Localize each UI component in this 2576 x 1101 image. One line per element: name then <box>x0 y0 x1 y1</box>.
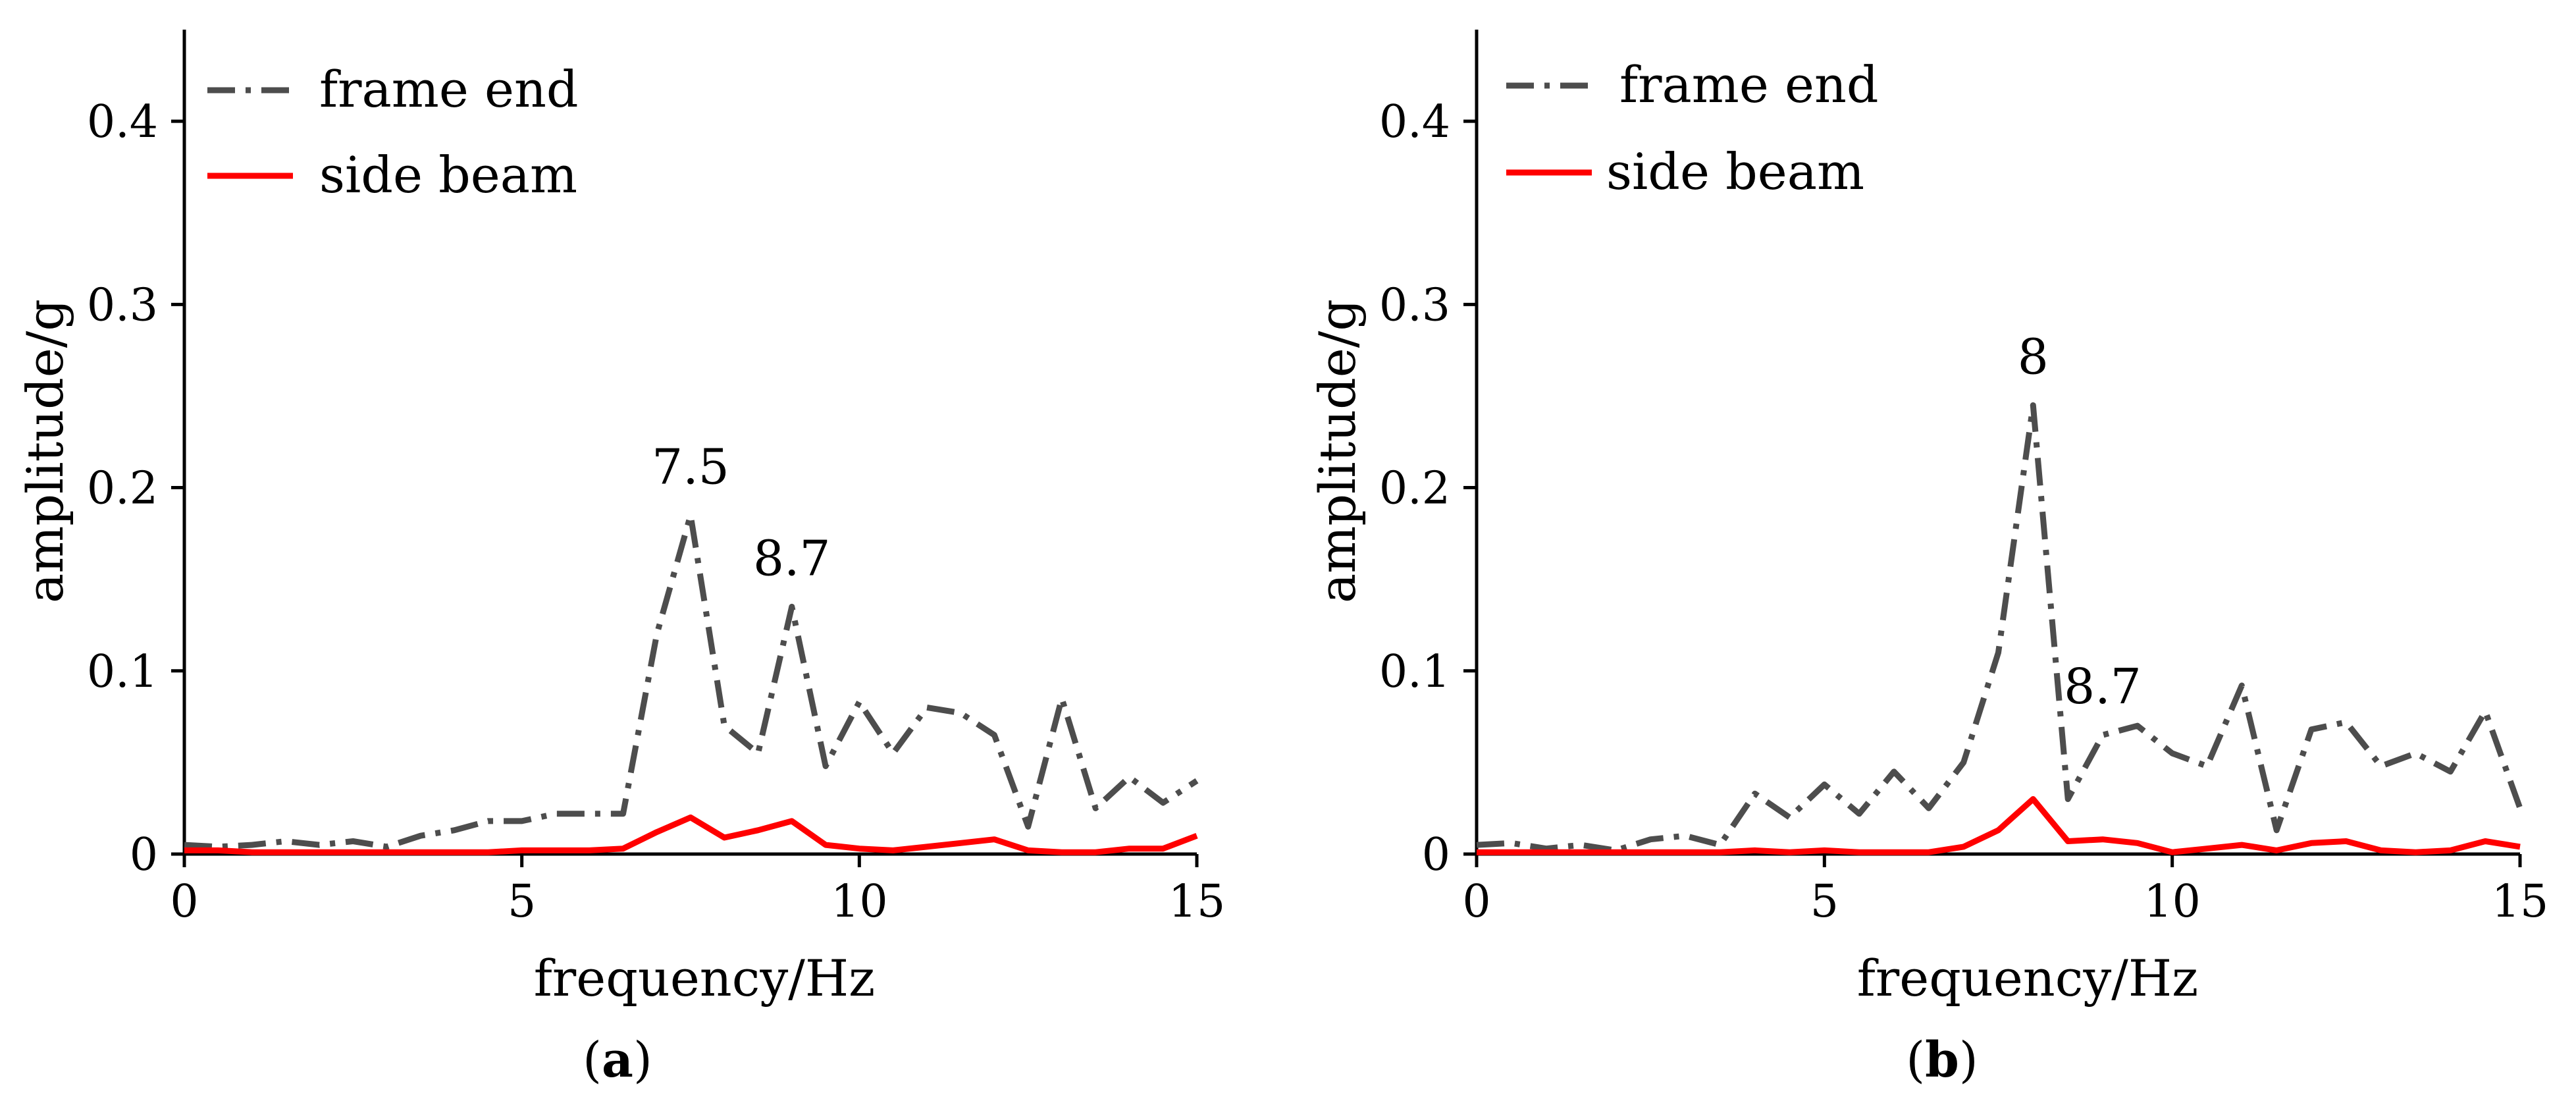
series-line-frame-end <box>184 512 1199 850</box>
y-tick-label: 0.4 <box>1379 96 1450 148</box>
y-tick-label: 0.4 <box>87 96 158 148</box>
x-axis-title: frequency/Hz <box>534 949 875 1007</box>
series-line-frame-end <box>1476 402 2523 853</box>
x-tick-label: 5 <box>1810 876 1839 928</box>
x-tick-label: 0 <box>170 876 198 928</box>
series-group <box>1476 402 2523 855</box>
x-tick-label: 10 <box>831 876 888 928</box>
panel-caption-letter: b <box>1925 1032 1959 1088</box>
legend-label-frame-end: frame end <box>319 60 579 119</box>
peak-annotation: 7.5 <box>652 439 729 495</box>
y-axis-title: amplitude/g <box>1308 299 1367 603</box>
x-axis-title: frequency/Hz <box>1857 949 2198 1007</box>
panel-caption-letter: a <box>602 1032 633 1088</box>
x-tick-label: 10 <box>2143 876 2201 928</box>
y-tick-label: 0 <box>130 829 158 881</box>
panel-caption: (b) <box>1906 1032 1978 1088</box>
tick-group <box>171 119 1199 867</box>
series-line-side-beam <box>1477 796 2521 855</box>
tick-label-group: 0 5 10 15 0 0.1 0.2 0.3 0.4 <box>1379 96 2548 928</box>
y-tick-label: 0.2 <box>87 463 158 515</box>
legend-label-side-beam: side beam <box>1606 142 1864 201</box>
panel-caption: (a) <box>583 1032 652 1088</box>
y-tick-label: 0.1 <box>87 646 158 698</box>
peak-annotation: 8.7 <box>753 530 831 587</box>
annotation-group: 7.5 8.7 <box>652 439 830 587</box>
x-tick-label: 0 <box>1462 876 1490 928</box>
annotation-group: 88.7 <box>2018 329 2142 715</box>
peak-annotation: 8.7 <box>2064 658 2142 715</box>
legend: frame end side beam <box>207 60 579 204</box>
y-tick-label: 0.2 <box>1379 463 1450 515</box>
y-tick-label: 0.1 <box>1379 646 1450 698</box>
tick-label-group: 0 5 10 15 0 0.1 0.2 0.3 0.4 <box>87 96 1225 928</box>
tick-group <box>1463 119 2522 867</box>
y-tick-label: 0.3 <box>1379 279 1450 331</box>
legend-label-frame-end: frame end <box>1619 55 1879 114</box>
peak-annotation: 8 <box>2018 329 2049 385</box>
x-tick-label: 5 <box>508 876 536 928</box>
x-tick-label: 15 <box>2492 876 2549 928</box>
y-axis-title: amplitude/g <box>16 299 74 603</box>
series-line-side-beam <box>184 814 1198 855</box>
x-tick-label: 15 <box>1169 876 1226 928</box>
chart-panel-a: 0 5 10 15 0 0.1 0.2 0.3 0.4 7.5 8.7 amplitude/g f… <box>16 30 1225 1088</box>
y-tick-label: 0.3 <box>87 279 158 331</box>
legend-label-side-beam: side beam <box>319 146 577 204</box>
series-group <box>184 512 1199 855</box>
y-tick-label: 0 <box>1422 829 1450 881</box>
legend: frame end side beam <box>1506 55 1879 201</box>
